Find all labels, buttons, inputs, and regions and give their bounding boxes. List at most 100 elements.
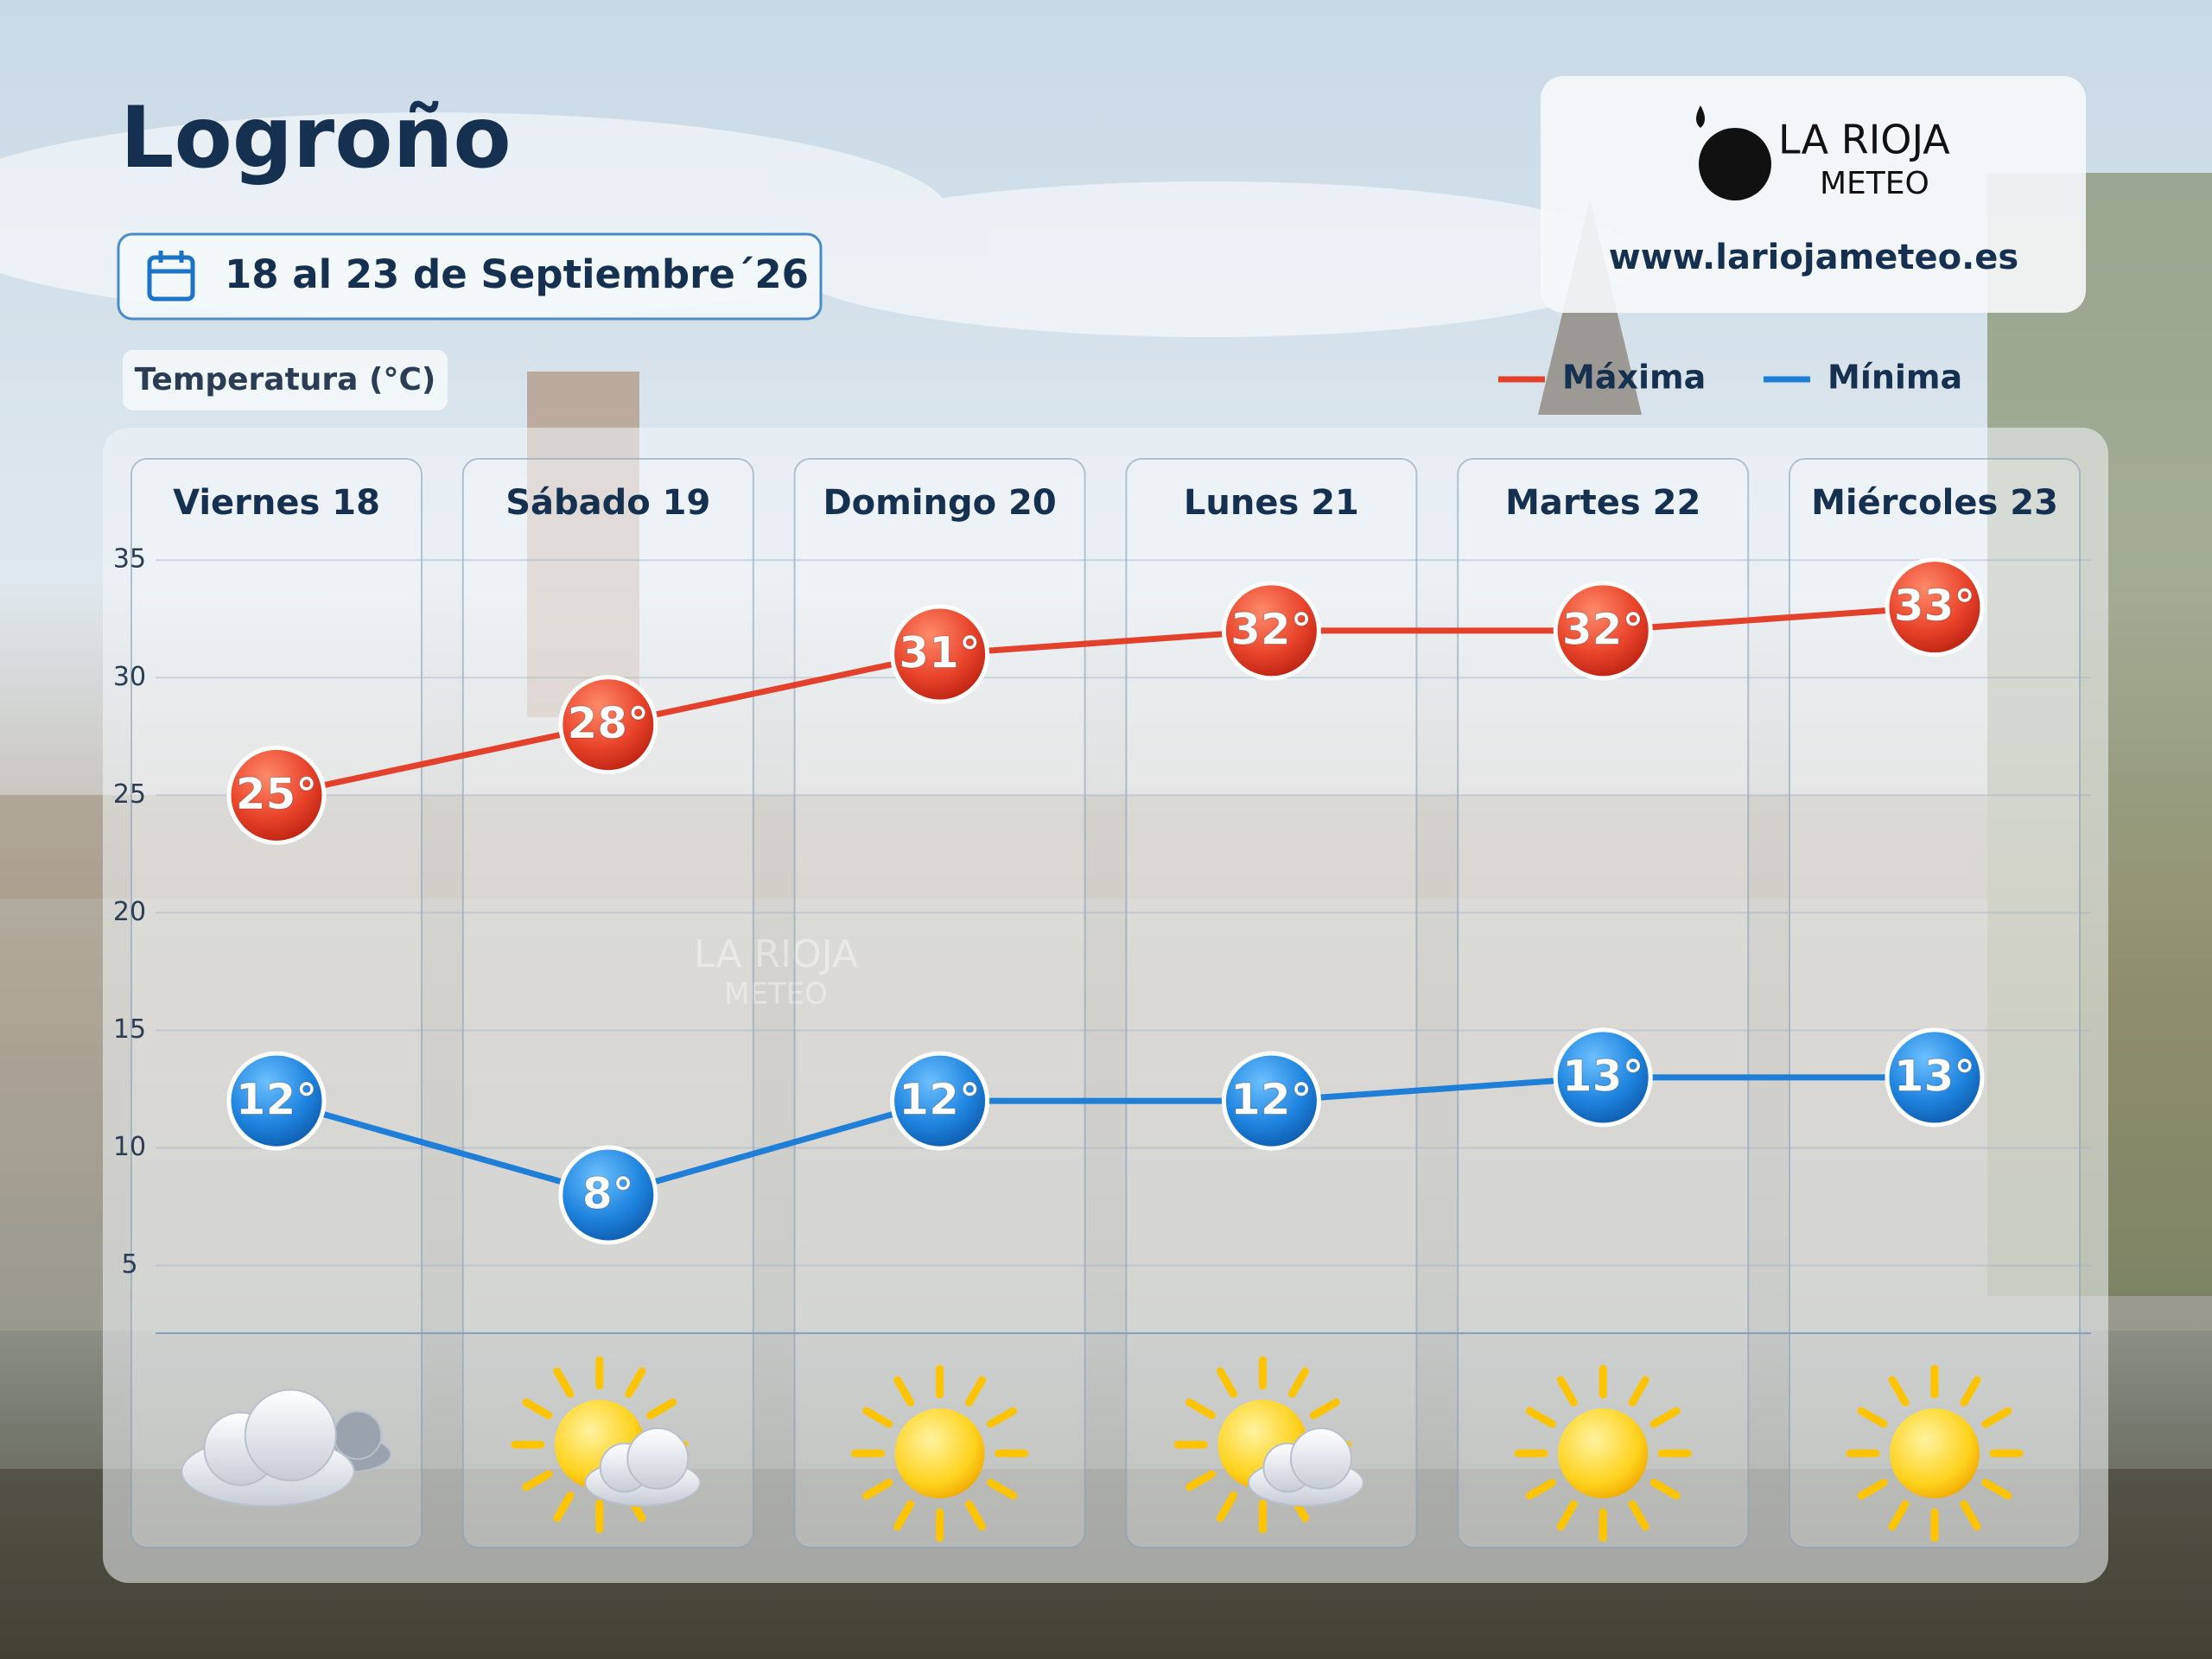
value-label: 32° (1562, 604, 1644, 654)
sun-disc (1890, 1408, 1980, 1498)
value-label: 32° (1230, 604, 1313, 654)
x-tick-label: Sábado 19 (505, 483, 710, 523)
logo-line1: LA RIOJA (1778, 117, 1950, 163)
sun-ray (1628, 1376, 1649, 1407)
sun-icon (1846, 1364, 2024, 1542)
sun-ray (893, 1500, 915, 1531)
data-point: 32° (1221, 581, 1321, 681)
x-tick-label: Lunes 21 (1184, 483, 1359, 523)
logo-icon (1696, 105, 1771, 200)
marker (1885, 557, 1985, 658)
day-column (1125, 458, 1418, 1548)
value-label: 13° (1562, 1051, 1644, 1101)
watermark-line2: METEO (724, 977, 828, 1012)
cloud-part (626, 1427, 690, 1490)
axis-label-box (123, 350, 448, 410)
date-range: 18 al 23 de Septiembre´26 (225, 251, 809, 297)
watermark-line1: LA RIOJA (694, 932, 858, 976)
data-point: 25° (226, 745, 327, 845)
data-point: 31° (890, 604, 990, 704)
data-point: 33° (1885, 557, 1985, 658)
sun-ray (1960, 1500, 1981, 1531)
data-point: 32° (1553, 581, 1653, 681)
cloud-icon (1247, 1427, 1364, 1507)
calendar-icon (147, 251, 195, 302)
sun-ray (625, 1367, 646, 1398)
logo-line2: METEO (1820, 166, 1929, 201)
legend-label: Máxima (1562, 359, 1706, 397)
sun-ray (1888, 1500, 1910, 1531)
value-label: 25° (236, 769, 318, 819)
sun-ray (553, 1491, 575, 1522)
marker (1221, 1051, 1321, 1151)
x-tick-label: Viernes 18 (173, 483, 380, 523)
y-tick-label: 15 (113, 1014, 146, 1045)
sun-ray (893, 1376, 915, 1407)
sun-ray (1649, 1478, 1681, 1500)
y-tick-label: 20 (113, 897, 146, 927)
sun-ray (1960, 1376, 1981, 1407)
sun-ray (1857, 1478, 1888, 1500)
day-column (461, 458, 754, 1548)
value-label: 8° (582, 1168, 634, 1218)
marker (226, 745, 327, 845)
sun-ray (862, 1407, 893, 1428)
marker (1885, 1027, 1985, 1128)
sun-ray (646, 1398, 677, 1420)
sun-ray (1525, 1407, 1556, 1428)
logo-url[interactable]: www.lariojameteo.es (1609, 238, 2019, 277)
data-point: 8° (558, 1145, 658, 1245)
y-tick-label: 10 (113, 1132, 146, 1162)
series-line (276, 604, 1936, 798)
sun-ray (1556, 1376, 1578, 1407)
marker (558, 1145, 658, 1245)
value-label: 33° (1894, 581, 1976, 631)
sun-ray (553, 1367, 575, 1398)
sun-ray (522, 1398, 553, 1420)
marker (890, 604, 990, 704)
y-axis-label: Temperatura (°C) (135, 362, 436, 397)
marker (558, 675, 658, 775)
marker (1221, 581, 1321, 681)
sun-icon (851, 1364, 1029, 1542)
sun-ray (522, 1470, 553, 1491)
sun-ray (986, 1407, 1017, 1428)
sun-icon (1514, 1364, 1692, 1542)
data-point: 12° (1221, 1051, 1321, 1151)
cloud-icon (181, 1389, 355, 1507)
sun-ray (1857, 1407, 1888, 1428)
sun-disc (894, 1408, 985, 1498)
value-label: 12° (236, 1075, 318, 1125)
sun-ray (1628, 1500, 1649, 1531)
marker (890, 1051, 990, 1151)
y-tick-label: 30 (113, 662, 146, 692)
marker (1553, 1027, 1653, 1128)
data-point: 13° (1553, 1027, 1653, 1128)
watermark: LA RIOJA METEO (694, 932, 858, 1012)
sun-ray (1216, 1367, 1237, 1398)
value-label: 31° (899, 628, 981, 678)
value-label: 28° (568, 698, 650, 748)
sun-ray (1981, 1478, 2012, 1500)
data-point: 12° (226, 1051, 327, 1151)
sun-ray (1649, 1407, 1681, 1428)
x-tick-label: Domingo 20 (823, 483, 1056, 523)
sun-ray (1981, 1407, 2012, 1428)
sun-ray (1185, 1398, 1217, 1420)
value-label: 12° (899, 1075, 981, 1125)
sun-ray (1309, 1398, 1340, 1420)
day-column (1457, 458, 1750, 1548)
sun-ray (1287, 1367, 1309, 1398)
data-point: 28° (558, 675, 658, 775)
x-tick-label: Miércoles 23 (1811, 483, 2058, 523)
day-column (130, 458, 423, 1548)
day-column (793, 458, 1086, 1548)
marker (226, 1051, 327, 1151)
series-line (276, 1074, 1935, 1198)
cloud-part (333, 1410, 383, 1460)
y-tick-label: 35 (113, 544, 146, 575)
sun-disc (1558, 1408, 1649, 1498)
marker (1553, 581, 1653, 681)
legend-label: Mínima (1827, 359, 1962, 397)
